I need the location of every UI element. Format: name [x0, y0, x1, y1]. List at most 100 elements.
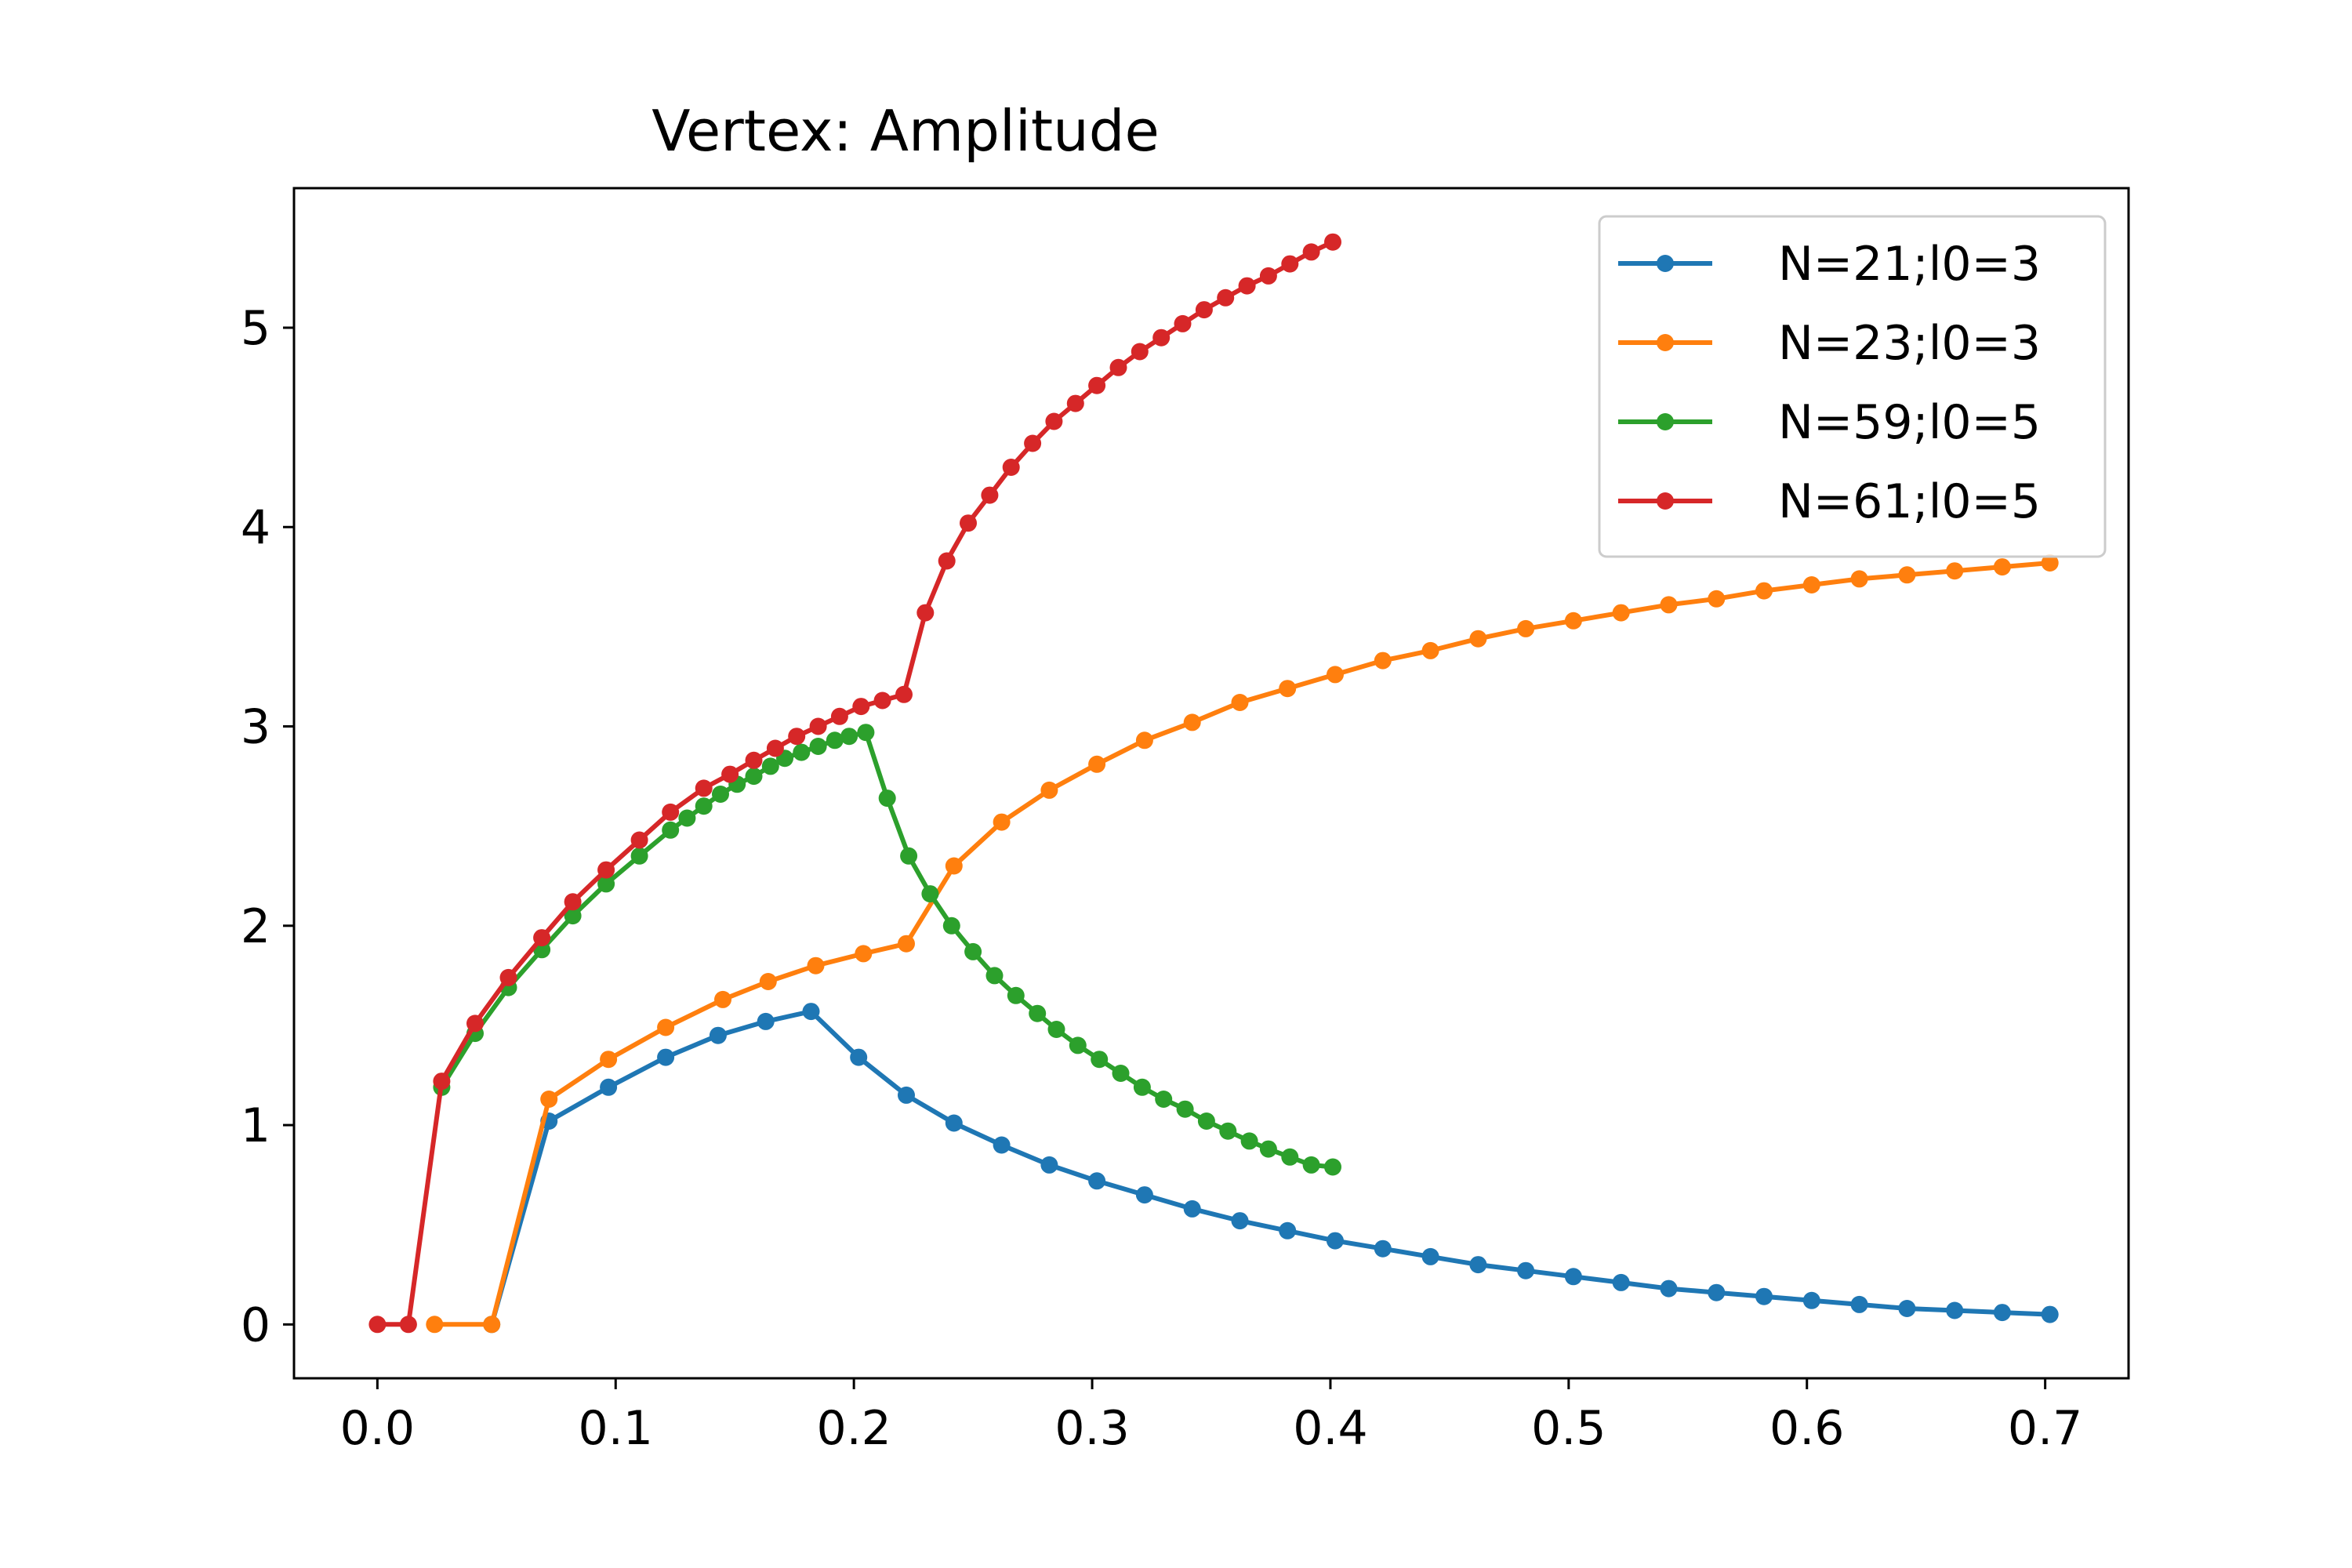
legend-marker: [1657, 492, 1674, 510]
data-point: [1993, 1304, 2011, 1322]
data-point: [399, 1316, 417, 1334]
data-point: [657, 1048, 675, 1066]
data-point: [878, 789, 896, 808]
data-point: [1564, 612, 1582, 630]
x-tick-label: 0.6: [1769, 1401, 1844, 1456]
data-point: [898, 935, 915, 953]
y-tick-label: 2: [241, 899, 270, 954]
data-point: [830, 707, 848, 725]
y-tick-label: 5: [241, 301, 270, 356]
series-2: [426, 554, 2059, 1334]
data-point: [1197, 1112, 1215, 1130]
data-point: [945, 1114, 963, 1132]
data-point: [993, 813, 1011, 831]
data-point: [809, 738, 827, 755]
data-point: [1091, 1051, 1109, 1069]
data-point: [1183, 1200, 1201, 1218]
data-point: [426, 1316, 444, 1334]
data-point: [1612, 604, 1630, 622]
x-tick-label: 0.4: [1293, 1401, 1367, 1456]
data-point: [1324, 1158, 1341, 1176]
data-point: [1183, 713, 1201, 731]
plot-area: [368, 233, 2059, 1334]
data-point: [1660, 596, 1678, 614]
legend-item: N=23;l0=3: [1618, 316, 2041, 371]
data-point: [1612, 1273, 1630, 1291]
data-point: [916, 604, 935, 622]
data-point: [1946, 562, 1964, 580]
data-point: [1135, 1186, 1153, 1204]
data-point: [964, 942, 982, 960]
data-point: [1660, 1279, 1678, 1298]
data-point: [1066, 394, 1084, 412]
data-point: [564, 893, 582, 911]
data-point: [945, 857, 963, 875]
data-point: [1259, 1140, 1277, 1158]
data-point: [745, 768, 763, 786]
data-point: [1421, 1247, 1439, 1265]
legend-marker: [1657, 255, 1674, 272]
data-point: [809, 717, 827, 735]
data-point: [993, 1136, 1011, 1154]
data-point: [1469, 1256, 1487, 1274]
data-point: [695, 779, 713, 797]
data-point: [1135, 731, 1153, 750]
x-tick-label: 0.0: [340, 1401, 415, 1456]
y-tick-label: 0: [241, 1298, 270, 1352]
data-point: [1302, 243, 1320, 261]
data-point: [678, 809, 696, 827]
data-point: [1219, 1122, 1237, 1140]
data-point: [1231, 694, 1249, 711]
data-point: [1374, 1240, 1392, 1258]
x-tick-label: 0.1: [579, 1401, 653, 1456]
data-point: [1279, 1221, 1297, 1240]
series-line-4: [375, 239, 1335, 1327]
data-point: [709, 1026, 727, 1044]
data-point: [1155, 1091, 1173, 1108]
data-point: [1088, 376, 1106, 394]
data-point: [900, 847, 918, 865]
data-point: [981, 486, 999, 504]
data-point: [852, 698, 870, 716]
data-point: [807, 956, 825, 975]
data-point: [766, 739, 784, 757]
data-point: [1802, 576, 1820, 593]
data-point: [600, 1051, 618, 1069]
data-point: [1029, 1004, 1047, 1022]
data-point: [895, 685, 913, 703]
data-point: [483, 1316, 501, 1334]
legend: N=21;l0=3 N=23;l0=3 N=59;l0=5 N=61;l0=5: [1598, 215, 2107, 558]
data-point: [1047, 1021, 1065, 1038]
data-point: [1040, 781, 1058, 799]
data-point: [1231, 1212, 1249, 1230]
y-tick-label: 4: [241, 500, 270, 555]
data-point: [1109, 358, 1127, 376]
data-point: [368, 1316, 387, 1334]
data-point: [850, 1048, 868, 1066]
data-point: [721, 765, 739, 783]
series-line-2: [432, 561, 2053, 1327]
data-point: [761, 757, 779, 775]
data-point: [1946, 1301, 1964, 1319]
legend-item: N=61;l0=5: [1618, 474, 2041, 529]
data-point: [942, 916, 960, 935]
data-point: [1152, 328, 1171, 347]
data-point: [855, 945, 873, 963]
data-point: [1281, 1148, 1299, 1166]
data-point: [938, 552, 956, 570]
legend-label: N=61;l0=5: [1778, 474, 2041, 529]
data-point: [1069, 1036, 1087, 1054]
data-point: [657, 1018, 675, 1036]
data-point: [840, 728, 858, 746]
plot-frame: [292, 187, 2130, 1380]
chart-title: Vertex: Amplitude: [652, 98, 1160, 164]
data-point: [1850, 1295, 1868, 1313]
data-point: [564, 907, 582, 925]
y-axis: 0 1 2 3 4 5: [241, 301, 294, 1352]
data-point: [1755, 582, 1773, 600]
data-point: [1259, 267, 1277, 285]
data-point: [745, 751, 763, 769]
legend-item: N=59;l0=5: [1618, 395, 2041, 450]
series-4: [368, 233, 1341, 1334]
